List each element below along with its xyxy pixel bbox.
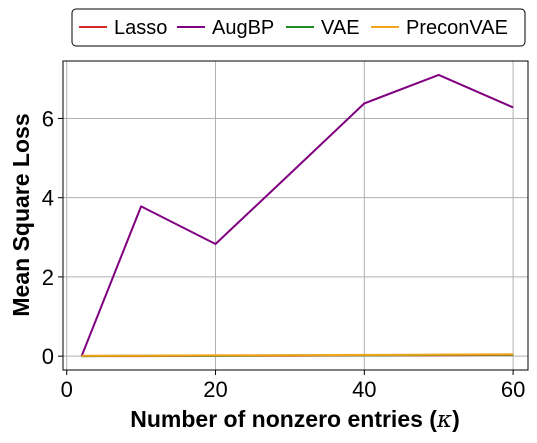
legend-label-augbp: AugBP [212,17,274,39]
y-tick-label: 2 [42,265,54,290]
legend: Lasso AugBP VAE PreconVAE [71,8,526,47]
x-tick-label: 60 [501,377,525,402]
x-axis-title-main: Number of nonzero entries ( [130,406,437,432]
x-axis-title-symbol: κ [436,407,452,433]
x-tick-label: 40 [352,377,376,402]
plot-frame [62,60,529,371]
series-lines [80,73,514,358]
legend-label-vae: VAE [321,17,360,39]
y-tick-label: 4 [42,186,54,211]
x-tick-label: 0 [61,377,73,402]
series-line-augbp [80,73,514,357]
y-tick-label: 0 [42,344,54,369]
series-line-preconvae [81,353,514,357]
y-tick-label: 6 [42,106,54,131]
y-axis-title: Mean Square Loss [8,113,34,316]
legend-label-preconvae: PreconVAE [406,17,508,39]
legend-label-lasso: Lasso [114,17,167,39]
x-tick-label: 20 [203,377,227,402]
grid-lines [63,61,528,370]
x-axis-title-end: ) [452,406,460,432]
axis-ticks: 0 20 40 60 0 2 4 6 [42,106,526,402]
x-axis-title: Number of nonzero entries (κ) [130,406,459,433]
